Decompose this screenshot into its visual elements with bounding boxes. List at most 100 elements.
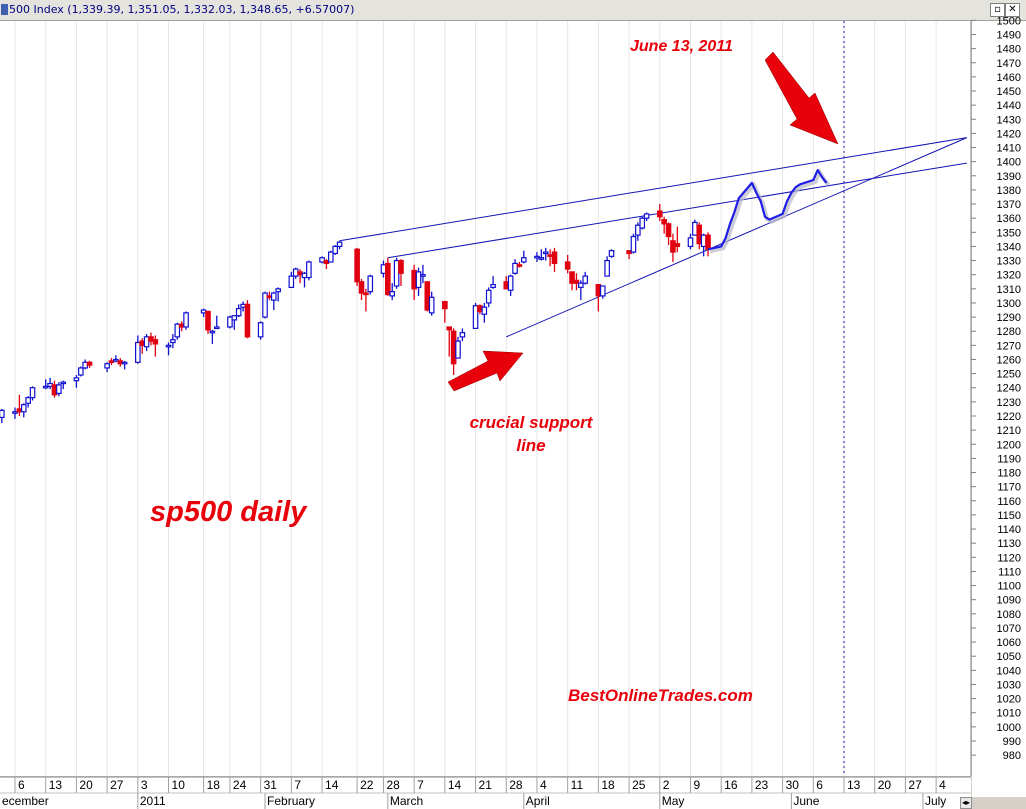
candle-body bbox=[477, 305, 483, 313]
x-tick-label: 25 bbox=[632, 778, 646, 792]
candle-body bbox=[512, 262, 518, 274]
candle-up bbox=[235, 304, 242, 318]
candle-up bbox=[367, 274, 374, 295]
candle-up bbox=[213, 315, 220, 330]
candle-body bbox=[275, 288, 281, 293]
y-tick-label: 1400 bbox=[997, 157, 1021, 169]
candle-body bbox=[262, 292, 268, 318]
y-tick-label: 1150 bbox=[997, 510, 1021, 522]
candle-body bbox=[165, 344, 172, 348]
candle-up bbox=[639, 216, 646, 230]
y-tick-label: 1310 bbox=[997, 284, 1021, 296]
y-tick-label: 1170 bbox=[997, 482, 1021, 494]
close-button[interactable]: ✕ bbox=[1005, 3, 1020, 17]
y-tick-label: 1070 bbox=[997, 623, 1021, 635]
month-label: March bbox=[390, 794, 423, 808]
chart-window-icon bbox=[1, 4, 8, 15]
chart-label: sp500 daily bbox=[150, 496, 308, 528]
x-tick-label: 6 bbox=[816, 778, 823, 792]
candle-body bbox=[139, 340, 146, 346]
candle-body bbox=[472, 305, 479, 329]
candle-up bbox=[490, 276, 496, 289]
x-tick-label: 10 bbox=[172, 778, 186, 792]
y-tick-label: 1090 bbox=[997, 595, 1021, 607]
trendline-support bbox=[506, 137, 968, 338]
candle-body bbox=[42, 385, 49, 389]
x-tick-label: 2 bbox=[663, 778, 670, 792]
candle-up bbox=[73, 375, 80, 388]
candle-body bbox=[674, 243, 681, 248]
candle-body bbox=[235, 308, 242, 317]
y-tick-label: 1490 bbox=[997, 29, 1021, 41]
candle-body bbox=[569, 271, 575, 284]
candle-up bbox=[630, 233, 637, 254]
x-tick-label: 27 bbox=[908, 778, 922, 792]
candle-up bbox=[0, 408, 5, 424]
candle-up bbox=[428, 291, 435, 316]
y-tick-label: 1390 bbox=[997, 171, 1021, 183]
candle-down bbox=[108, 358, 115, 366]
candle-body bbox=[705, 234, 711, 250]
candle-down bbox=[661, 216, 667, 234]
candle-body bbox=[455, 340, 461, 359]
x-tick-label: 27 bbox=[110, 778, 124, 792]
candle-down bbox=[148, 332, 154, 346]
y-tick-label: 980 bbox=[1003, 750, 1021, 762]
x-tick-label: 23 bbox=[755, 778, 769, 792]
x-tick-label: 30 bbox=[786, 778, 800, 792]
candle-up bbox=[599, 285, 606, 299]
x-tick-label: 3 bbox=[141, 778, 148, 792]
x-tick-label: 28 bbox=[509, 778, 523, 792]
scroll-handle[interactable]: ◂▸ bbox=[960, 797, 972, 809]
x-tick-label: 4 bbox=[540, 778, 547, 792]
candle-down bbox=[573, 273, 580, 291]
y-tick-label: 1360 bbox=[997, 213, 1021, 225]
candle-body bbox=[135, 341, 141, 363]
candle-body bbox=[77, 367, 84, 376]
candle-body bbox=[117, 360, 124, 365]
candle-body bbox=[608, 250, 615, 257]
y-tick-label: 1300 bbox=[997, 298, 1021, 310]
candle-down bbox=[244, 300, 251, 339]
candle-body bbox=[213, 326, 220, 330]
restore-button[interactable]: ▫ bbox=[990, 3, 1005, 17]
candle-body bbox=[297, 271, 303, 276]
candle-down bbox=[696, 222, 703, 250]
candle-body bbox=[380, 264, 387, 274]
candle-body bbox=[367, 275, 374, 293]
candle-body bbox=[687, 237, 694, 248]
candle-body bbox=[16, 408, 23, 413]
candle-body bbox=[442, 300, 448, 310]
y-tick-label: 1100 bbox=[997, 581, 1021, 593]
y-tick-label: 1180 bbox=[997, 468, 1021, 480]
candle-up bbox=[692, 219, 698, 236]
candle-body bbox=[626, 250, 632, 255]
y-tick-label: 1380 bbox=[997, 185, 1021, 197]
y-tick-label: 1140 bbox=[997, 524, 1021, 536]
candle-up bbox=[481, 302, 488, 323]
candle-down bbox=[398, 259, 404, 287]
candle-down bbox=[516, 261, 523, 268]
candle-body bbox=[306, 261, 312, 279]
candle-body bbox=[113, 358, 119, 362]
candle-down bbox=[205, 310, 211, 335]
x-tick-label: 20 bbox=[79, 778, 93, 792]
candle-body bbox=[630, 235, 637, 253]
candle-body bbox=[547, 254, 553, 258]
candle-body bbox=[599, 285, 606, 297]
y-tick-label: 1290 bbox=[997, 312, 1021, 324]
candle-up bbox=[165, 342, 172, 356]
candle-down bbox=[358, 278, 365, 301]
candle-up bbox=[183, 311, 189, 330]
candle-up bbox=[170, 334, 176, 349]
candle-up bbox=[507, 274, 514, 296]
candle-body bbox=[665, 223, 672, 238]
candle-up bbox=[608, 249, 615, 258]
y-tick-label: 1280 bbox=[997, 326, 1021, 338]
candle-body bbox=[446, 326, 453, 331]
candle-up bbox=[209, 329, 216, 344]
y-tick-label: 1450 bbox=[997, 86, 1021, 98]
candle-up bbox=[538, 249, 545, 261]
candle-body bbox=[82, 361, 88, 369]
